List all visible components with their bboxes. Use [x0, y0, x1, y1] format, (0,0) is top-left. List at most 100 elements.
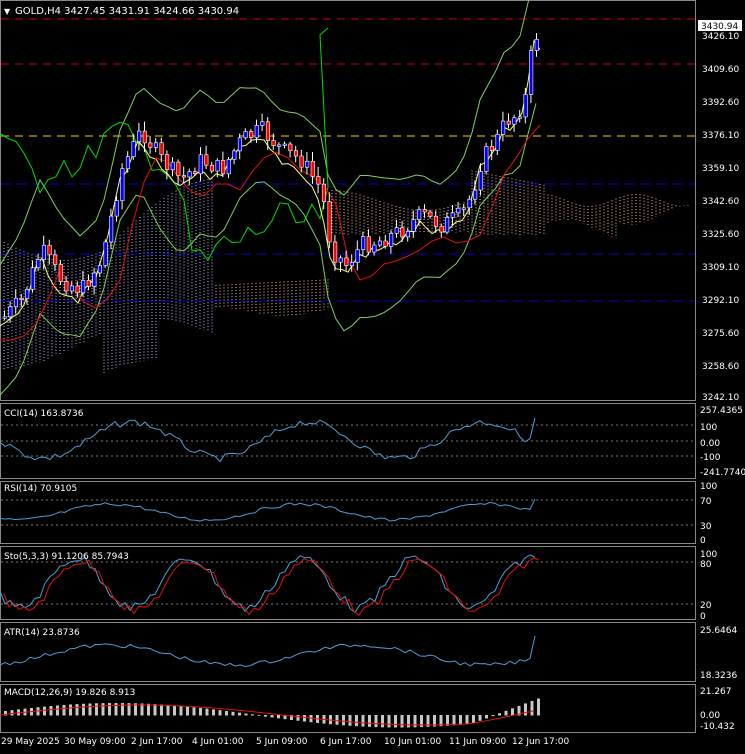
price-tick: 3409.60: [702, 65, 739, 75]
macd-bar: [82, 703, 85, 716]
candle-body: [512, 117, 517, 125]
macd-bar: [296, 715, 300, 721]
macd-bar: [264, 715, 267, 717]
macd-bar: [56, 705, 59, 716]
kijun-line: [0, 124, 541, 341]
candle-body: [433, 215, 439, 227]
macd-bar: [472, 715, 475, 724]
macd-bar: [348, 715, 352, 726]
main-pane[interactable]: [0, 0, 696, 401]
macd-bar: [251, 714, 254, 716]
candle-body: [36, 259, 41, 269]
macd-bar: [394, 715, 397, 728]
macd-bar: [121, 703, 124, 716]
candle-body: [523, 94, 528, 118]
candle-body: [461, 207, 467, 210]
candle-body: [25, 289, 30, 299]
macd-bar: [407, 715, 410, 728]
candle-body: [501, 120, 506, 135]
macd-label: MACD(12,26,9) 19.826 8.913: [4, 688, 135, 698]
candle-body: [75, 285, 80, 294]
macd-bar: [257, 715, 261, 716]
candle-body: [159, 142, 164, 155]
candle-body: [333, 241, 338, 263]
sto-pane[interactable]: [0, 546, 696, 620]
macd-bar: [108, 703, 111, 716]
candle-body: [327, 201, 332, 243]
candle-body: [92, 272, 97, 287]
price-tick: 3275.60: [702, 329, 739, 339]
macd-bar: [303, 715, 306, 722]
candle-body: [176, 161, 181, 176]
macd-bar: [335, 715, 339, 725]
candle-body: [30, 267, 35, 290]
cci-level: -100: [700, 453, 721, 463]
time-tick: 6 Jun 17:00: [320, 737, 372, 747]
time-tick: 12 Jun 17:00: [512, 737, 569, 747]
macd-bar: [17, 709, 20, 716]
macd-bar: [387, 715, 391, 728]
time-tick: 2 Jun 17:00: [131, 737, 183, 747]
macd-bar: [179, 706, 183, 716]
candle-body: [349, 262, 355, 266]
macd-bar: [166, 704, 170, 716]
time-tick: 4 Jun 01:00: [192, 737, 244, 747]
cci-level: 100: [700, 423, 717, 433]
macd-bar: [524, 703, 527, 716]
rsi-level: 100: [700, 482, 717, 492]
price-axis: 3426.10 3409.60 3392.60 3376.10 3359.10 …: [702, 32, 739, 403]
candle-body: [478, 171, 483, 191]
time-tick: 5 Jun 09:00: [256, 737, 308, 747]
symbol-header: GOLD,H4 3427.45 3431.91 3424.66 3430.94: [15, 6, 239, 17]
candle-body: [153, 142, 158, 148]
candle-body: [165, 154, 170, 170]
macd-bar: [62, 704, 66, 716]
price-tick: 3292.10: [702, 296, 739, 306]
candle-body: [260, 121, 265, 126]
stoch-d-line: [3, 557, 540, 616]
macd-bar: [244, 713, 248, 716]
candle-body: [271, 140, 276, 147]
macd-bar: [465, 715, 469, 725]
candle-body: [534, 39, 539, 51]
candle-body: [389, 233, 394, 247]
candle-body: [81, 280, 86, 294]
candle-body: [8, 306, 13, 318]
candle-body: [344, 257, 349, 266]
candle-body: [439, 226, 444, 233]
atr-pane[interactable]: [0, 622, 696, 682]
ichimoku-cloud: [3, 170, 689, 373]
sto-level: 0: [700, 612, 706, 622]
macd-bar: [504, 710, 508, 716]
macd-bar: [433, 715, 436, 727]
candle-body: [338, 257, 343, 263]
candle-body: [377, 240, 383, 246]
candle-body: [277, 144, 282, 147]
macd-bar: [400, 715, 404, 728]
candle-body: [506, 120, 511, 125]
candle-body: [321, 183, 327, 202]
macd-bar: [426, 715, 430, 727]
menu-triangle-icon[interactable]: ▼: [4, 7, 11, 16]
candle-body: [400, 227, 405, 238]
candle-body: [2, 316, 7, 319]
macd-bar: [368, 715, 371, 727]
price-tick: 3325.60: [702, 230, 739, 240]
rsi-level: 70: [700, 497, 712, 507]
macd-bar: [192, 707, 196, 716]
macd-bar: [10, 710, 14, 716]
macd-bar: [218, 710, 222, 716]
candle-body: [41, 244, 47, 260]
candle-body: [495, 134, 500, 151]
atr-level: 25.6464: [700, 626, 737, 636]
time-tick: 10 Jun 01:00: [384, 737, 441, 747]
macd-bar: [186, 706, 189, 716]
candle-body: [187, 171, 192, 178]
candle-body: [103, 241, 108, 266]
sto-level: 20: [700, 601, 712, 611]
rsi-pane[interactable]: [0, 481, 696, 544]
candlesticks: [2, 33, 539, 323]
macd-bar: [140, 703, 144, 716]
